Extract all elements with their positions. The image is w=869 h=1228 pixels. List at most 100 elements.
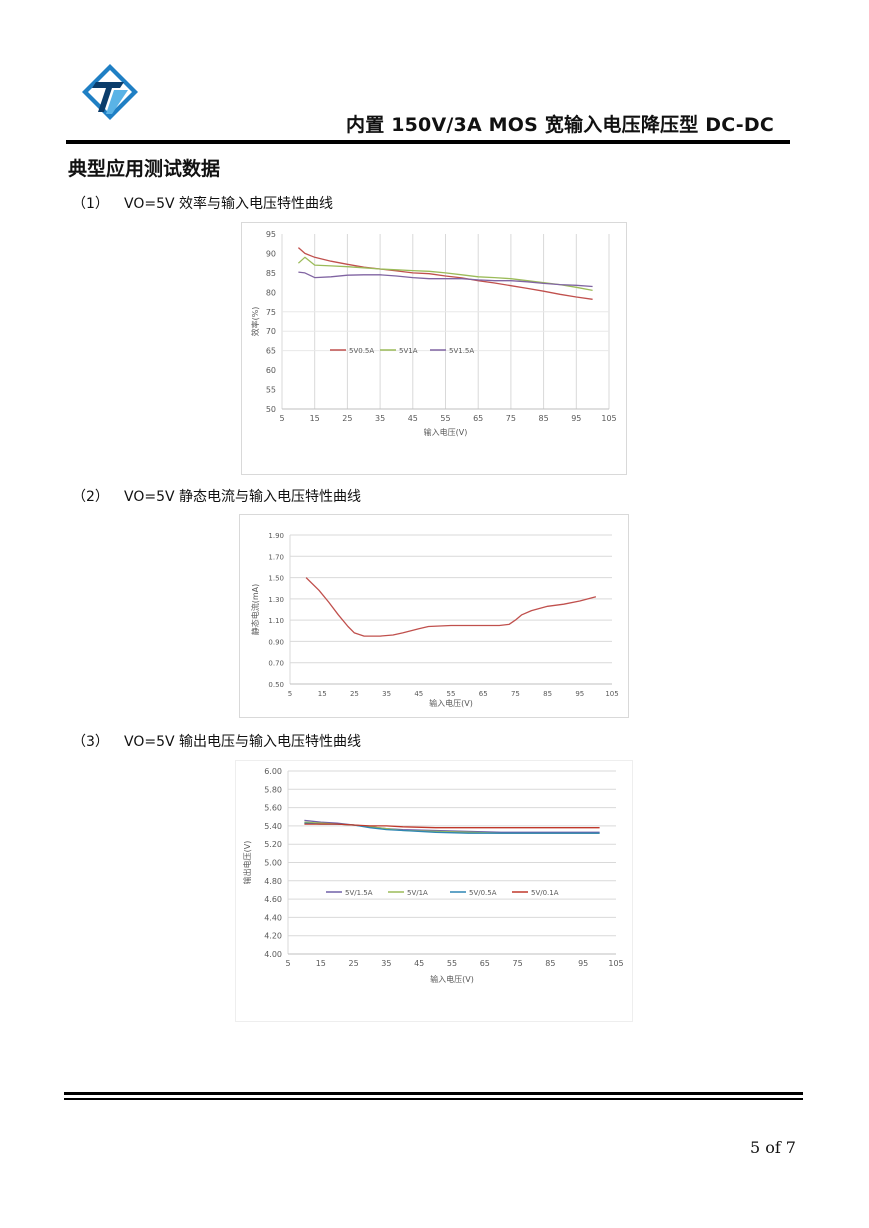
x-tick-label: 25 xyxy=(350,690,359,698)
chart-caption-1: （1） VO=5V 效率与输入电压特性曲线 xyxy=(72,193,333,213)
output-voltage-chart: 5 15 25 35 45 55 65 75 85 95 105 4.00 4.20 4.40 4.60 4.… xyxy=(235,760,633,1022)
x-tick-label: 15 xyxy=(318,690,327,698)
y-tick-label: 90 xyxy=(266,249,276,258)
x-tick-label: 85 xyxy=(543,690,552,698)
x-tick-label: 5 xyxy=(285,959,290,968)
x-tick-label: 35 xyxy=(382,690,391,698)
efficiency-chart: 5 15 25 35 45 55 65 75 85 95 105 50 55 60 65 70 75 80 85 90… xyxy=(241,222,627,475)
page-number: 5 of 7 xyxy=(750,1138,796,1157)
caption-text: VO=5V 效率与输入电压特性曲线 xyxy=(124,196,334,212)
y-tick-label: 4.80 xyxy=(264,877,282,886)
x-tick-label: 55 xyxy=(447,959,457,968)
y-tick-label: 0.70 xyxy=(268,660,284,668)
y-tick-label: 5.40 xyxy=(264,822,282,831)
y-tick-label: 5.20 xyxy=(264,840,282,849)
x-axis-title: 输入电压(V) xyxy=(430,974,474,984)
y-tick-label: 5.80 xyxy=(264,785,282,794)
y-tick-label: 55 xyxy=(266,386,276,395)
y-tick-label: 60 xyxy=(266,366,276,375)
caption-text: VO=5V 静态电流与输入电压特性曲线 xyxy=(124,489,362,505)
x-tick-label: 15 xyxy=(310,414,320,423)
x-axis-title: 输入电压(V) xyxy=(429,698,473,708)
legend-label: 5V/1.5A xyxy=(345,889,373,897)
y-axis-title: 输出电压(V) xyxy=(242,841,252,885)
y-tick-label: 65 xyxy=(266,347,276,356)
x-tick-label: 75 xyxy=(511,690,520,698)
footer-rule-thin xyxy=(64,1098,803,1100)
y-tick-label: 4.60 xyxy=(264,895,282,904)
caption-number: （2） xyxy=(72,489,109,505)
page-of: of xyxy=(765,1138,781,1157)
x-axis-title: 输入电压(V) xyxy=(424,427,468,437)
legend-label: 5V/0.5A xyxy=(469,889,497,897)
company-logo-icon xyxy=(78,60,142,124)
x-tick-label: 45 xyxy=(414,690,423,698)
x-tick-label: 55 xyxy=(447,690,456,698)
efficiency-chart-svg: 5 15 25 35 45 55 65 75 85 95 105 50 55 60 65 70 75 80 85 90… xyxy=(250,230,617,437)
series-line xyxy=(298,271,593,288)
y-tick-label: 4.20 xyxy=(264,932,282,941)
x-tick-label: 35 xyxy=(375,414,385,423)
x-tick-label: 85 xyxy=(545,959,555,968)
y-tick-label: 70 xyxy=(266,327,276,336)
quiescent-current-chart-svg: 5 15 25 35 45 55 65 75 85 95 105 0.50 0.70 0.90 1.10 1.… xyxy=(250,532,619,708)
x-tick-label: 105 xyxy=(601,414,616,423)
series-line xyxy=(297,256,593,292)
section-heading: 典型应用测试数据 xyxy=(68,158,221,180)
series-line xyxy=(305,577,597,637)
caption-number: （3） xyxy=(72,734,109,750)
y-axis-title: 静态电流(mA) xyxy=(250,584,260,636)
x-tick-label: 45 xyxy=(408,414,418,423)
y-tick-label: 50 xyxy=(266,405,276,414)
y-tick-label: 1.30 xyxy=(268,596,284,604)
legend-label: 5V0.5A xyxy=(349,347,374,355)
x-tick-label: 75 xyxy=(506,414,516,423)
x-tick-label: 15 xyxy=(316,959,326,968)
series-line xyxy=(297,247,593,300)
legend-label: 5V1.5A xyxy=(449,347,474,355)
y-tick-label: 80 xyxy=(266,288,276,297)
y-tick-label: 1.10 xyxy=(268,617,284,625)
y-tick-label: 85 xyxy=(266,269,276,278)
series-line xyxy=(304,819,600,833)
document-title: 内置 150V/3A MOS 宽输入电压降压型 DC-DC xyxy=(346,114,774,136)
series-line xyxy=(304,823,600,829)
output-voltage-chart-svg: 5 15 25 35 45 55 65 75 85 95 105 4.00 4.20 4.40 4.60 4.… xyxy=(242,767,624,984)
x-tick-label: 25 xyxy=(342,414,352,423)
x-tick-label: 95 xyxy=(578,959,588,968)
y-tick-label: 75 xyxy=(266,308,276,317)
x-tick-label: 5 xyxy=(288,690,292,698)
chart-caption-2: （2） VO=5V 静态电流与输入电压特性曲线 xyxy=(72,486,361,506)
y-tick-label: 1.50 xyxy=(268,575,284,583)
x-tick-label: 35 xyxy=(381,959,391,968)
footer-rule-thick xyxy=(64,1092,803,1095)
y-tick-label: 1.70 xyxy=(268,553,284,561)
y-tick-label: 0.90 xyxy=(268,638,284,646)
chart-caption-3: （3） VO=5V 输出电压与输入电压特性曲线 xyxy=(72,731,361,751)
y-tick-label: 1.90 xyxy=(268,532,284,540)
caption-number: （1） xyxy=(72,196,109,212)
y-tick-label: 5.60 xyxy=(264,804,282,813)
x-tick-label: 85 xyxy=(539,414,549,423)
x-tick-label: 45 xyxy=(414,959,424,968)
y-tick-label: 95 xyxy=(266,230,276,239)
page-current: 5 xyxy=(750,1138,761,1157)
x-tick-label: 65 xyxy=(479,690,488,698)
quiescent-current-chart: 5 15 25 35 45 55 65 75 85 95 105 0.50 0.70 0.90 1.10 1.… xyxy=(239,514,629,718)
x-tick-label: 105 xyxy=(608,959,623,968)
x-tick-label: 5 xyxy=(279,414,284,423)
legend-label: 5V/0.1A xyxy=(531,889,559,897)
y-axis-title: 效率(%) xyxy=(250,307,260,337)
y-tick-label: 0.50 xyxy=(268,681,284,689)
x-tick-label: 25 xyxy=(349,959,359,968)
header-rule xyxy=(66,140,790,144)
x-tick-label: 105 xyxy=(605,690,618,698)
y-tick-label: 6.00 xyxy=(264,767,282,776)
y-tick-label: 5.00 xyxy=(264,859,282,868)
caption-text: VO=5V 输出电压与输入电压特性曲线 xyxy=(124,734,362,750)
x-tick-label: 95 xyxy=(575,690,584,698)
x-tick-label: 65 xyxy=(480,959,490,968)
x-tick-label: 65 xyxy=(473,414,483,423)
x-tick-label: 95 xyxy=(571,414,581,423)
x-tick-label: 75 xyxy=(513,959,523,968)
